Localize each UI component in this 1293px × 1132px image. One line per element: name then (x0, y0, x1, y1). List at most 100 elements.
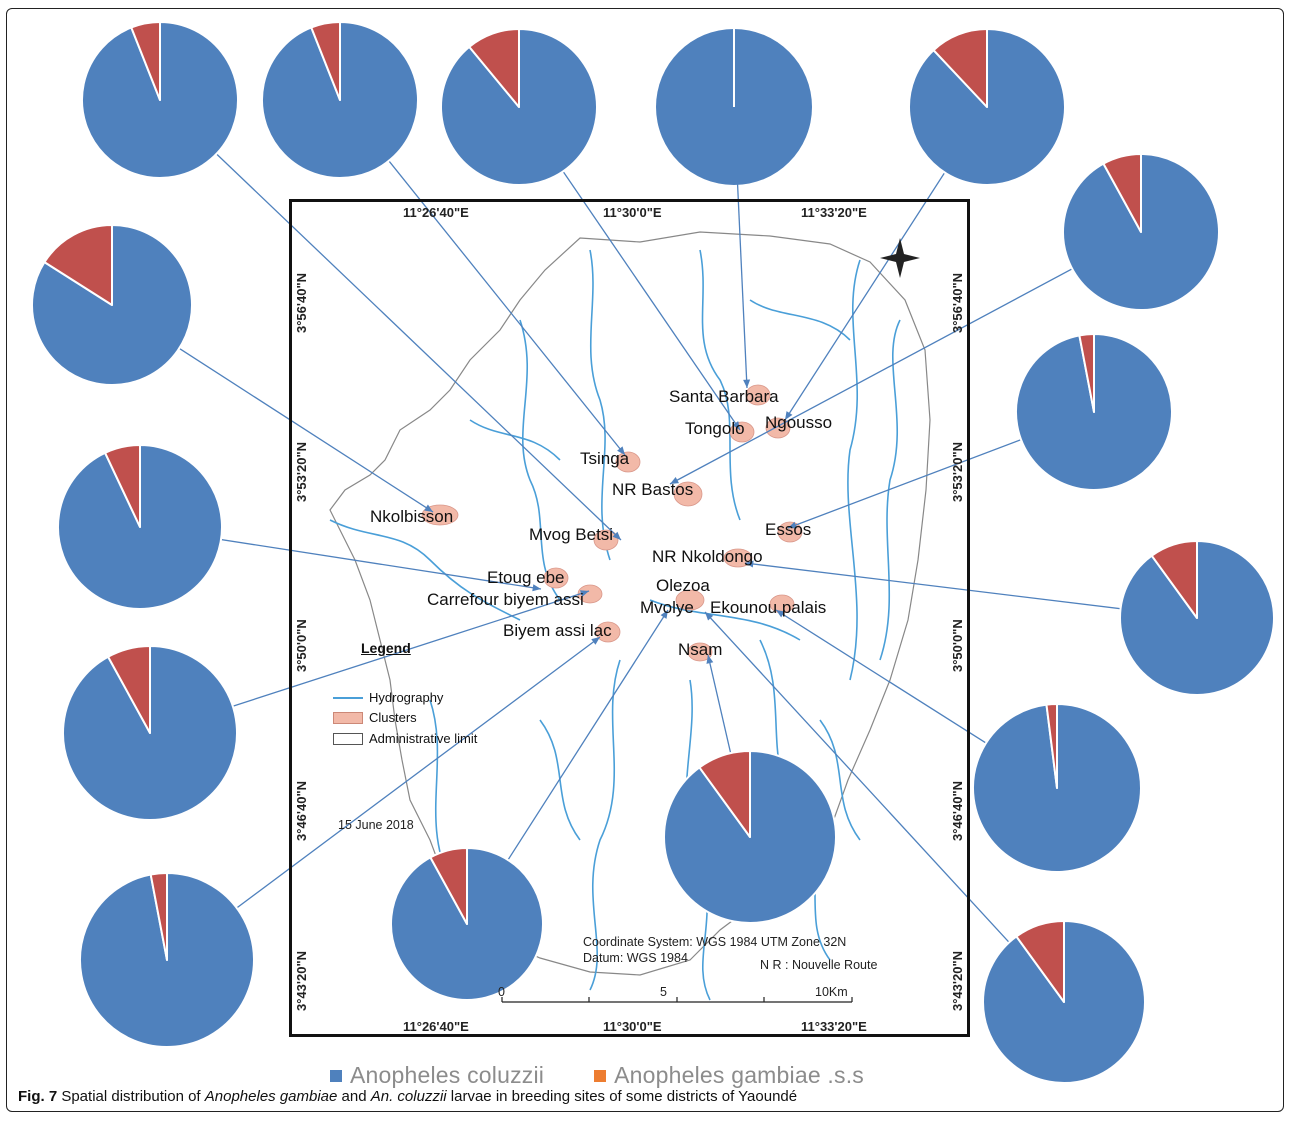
pie-nr-bastos (1062, 153, 1220, 311)
pie-slice-gambiae (107, 645, 151, 734)
cluster-blob (745, 384, 771, 406)
place-carrefour-biyem-assi: Carrefour biyem assi (427, 590, 584, 609)
pie-slice-gambiae (1015, 920, 1065, 1003)
pie-olezoa (982, 920, 1146, 1084)
legend-hydrography: Hydrography (333, 690, 443, 705)
leader-arrowhead (660, 610, 668, 619)
pie-nsam (663, 750, 837, 924)
tick-top-1: 11°26'40"E (403, 205, 469, 220)
caption-species-1: Anopheles gambiae (204, 1088, 338, 1105)
tick-left-3: 3°50'0"N (294, 619, 309, 672)
place-nkolbisson: Nkolbisson (370, 507, 454, 526)
legend-item-gambiae: Anopheles gambiae .s.s (594, 1062, 864, 1089)
river-line (649, 599, 801, 641)
leader-arrowhead (785, 411, 793, 420)
river-line (749, 299, 851, 341)
river-line (519, 319, 561, 601)
river-line (469, 419, 561, 461)
tick-bottom-2: 11°30'0"E (603, 1019, 662, 1034)
pie-slice-gambiae (429, 847, 468, 925)
place-olezoa: Olezoa (656, 576, 710, 595)
leader-arrowhead (580, 590, 589, 597)
river-line (589, 659, 621, 991)
map-date: 15 June 2018 (338, 818, 414, 832)
pie-essos (1015, 333, 1173, 491)
compass-star (880, 238, 920, 278)
pie-ngousso (908, 28, 1066, 186)
cluster-blob (675, 589, 705, 611)
place-santa-barbara: Santa Barbara (669, 387, 779, 406)
pie-slice-gambiae (468, 28, 520, 108)
pie-slice-gambiae (310, 21, 341, 101)
river-line (539, 719, 581, 841)
cluster-blob (673, 481, 703, 507)
leader-line (159, 99, 622, 541)
pie-slice-gambiae (43, 224, 113, 306)
pie-slice-gambiae (698, 750, 751, 838)
tick-right-3: 3°50'0"N (950, 619, 965, 672)
datum: Datum: WGS 1984 (583, 951, 688, 965)
leader-arrowhead (424, 504, 433, 512)
tick-bottom-3: 11°33'20"E (801, 1019, 867, 1034)
cluster-swatch-icon (333, 711, 363, 724)
pie-slice-gambiae (130, 21, 161, 101)
pie-slice-gambiae (932, 28, 988, 108)
cluster-blob (723, 548, 753, 568)
pie-nr-nkoldongo (1119, 540, 1275, 696)
cluster-blob (615, 451, 641, 473)
pie-etoug-ebe (57, 444, 223, 610)
pie-tsinga (261, 21, 419, 179)
leader-arrowhead (788, 521, 797, 529)
pie-slice-gambiae (1150, 540, 1198, 619)
pie-santa-barbara (656, 29, 812, 185)
pie-slice-gambiae (149, 872, 168, 961)
pie-slice-coluzzii (1015, 333, 1173, 491)
caption-species-2: An. coluzzii (370, 1088, 447, 1105)
place-ekounou-palais: Ekounou palais (710, 598, 827, 617)
map-frame (289, 199, 970, 1037)
place-biyem-assi-lac: Biyem assi lac (503, 621, 612, 640)
legend-label-coluzzii: Anopheles coluzzii (350, 1062, 545, 1088)
leader-arrowhead (591, 637, 600, 645)
cluster-blob (687, 642, 713, 662)
pie-legend: Anopheles coluzzii Anopheles gambiae .s.… (330, 1062, 864, 1089)
place-nsam: Nsam (678, 640, 723, 659)
river-line (847, 259, 861, 681)
place-mvog-betsi: Mvog Betsi (529, 525, 614, 544)
tick-right-2: 3°53'20"N (950, 442, 965, 502)
legend-item-coluzzii: Anopheles coluzzii (330, 1062, 544, 1089)
pie-charts (31, 21, 1275, 1084)
legend-clusters-label: Clusters (369, 710, 417, 725)
map-legend-title: Legend (361, 640, 411, 656)
pie-mvolye (390, 847, 544, 1001)
legend-admin: Administrative limit (333, 731, 477, 746)
river-line (879, 319, 901, 661)
pie-slice-gambiae (1102, 153, 1142, 233)
leader-arrowhead (612, 531, 621, 540)
legend-hydrography-label: Hydrography (369, 690, 444, 705)
pie-carrefour-biyem-assi (61, 645, 238, 821)
legend-swatch-coluzzii (330, 1069, 342, 1082)
place-tongolo: Tongolo (685, 419, 745, 438)
cluster-blob (593, 529, 619, 551)
legend-swatch-gambiae (594, 1069, 607, 1082)
place-nr-nkoldongo: NR Nkoldongo (652, 547, 763, 566)
tick-right-1: 3°56'40"N (950, 273, 965, 333)
leader-arrowhead (705, 612, 714, 621)
pie-nkolbisson (31, 224, 193, 386)
cluster-blob (543, 567, 569, 589)
leader-line (704, 611, 1065, 1003)
leader-line (166, 636, 601, 961)
scale-bar (501, 997, 853, 1003)
legend-clusters: Clusters (333, 710, 417, 725)
leader-arrowhead (706, 655, 714, 664)
pie-ekounou-palais (971, 703, 1142, 873)
tick-bottom-1: 11°26'40"E (403, 1019, 469, 1034)
cluster-blob (595, 621, 621, 643)
caption-text-3: larvae in breeding sites of some distric… (446, 1088, 798, 1105)
river-line (589, 249, 611, 561)
river-line (329, 519, 521, 621)
leader-line (669, 231, 1142, 485)
tick-left-1: 3°56'40"N (294, 273, 309, 333)
pie-slice-gambiae (1045, 703, 1058, 789)
